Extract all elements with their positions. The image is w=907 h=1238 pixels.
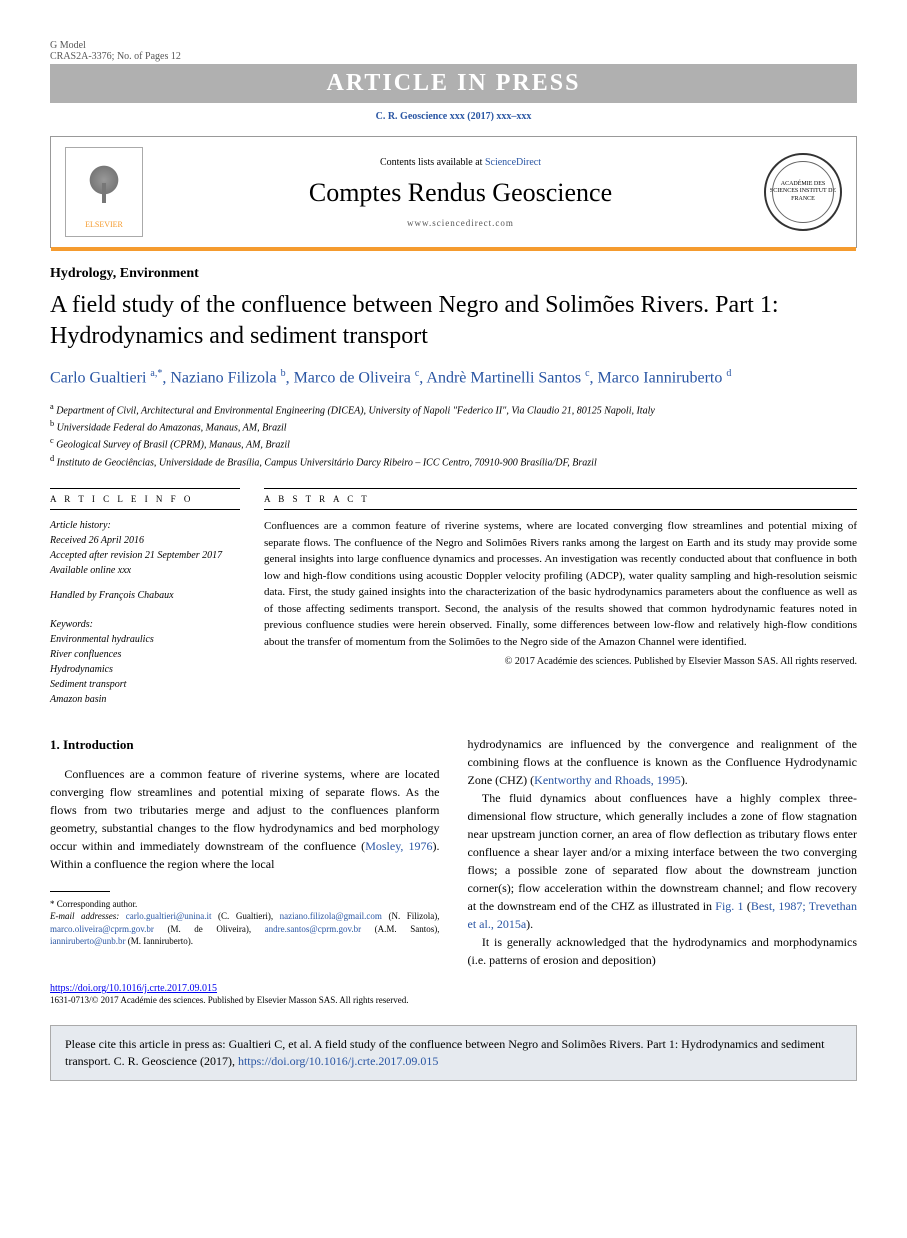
elsevier-tree-icon: [74, 156, 134, 216]
elsevier-label: ELSEVIER: [85, 220, 123, 229]
affiliation-d: Instituto de Geociências, Universidade d…: [57, 457, 597, 468]
journal-header-box: ELSEVIER Contents lists available at Sci…: [50, 136, 857, 248]
doi-line: https://doi.org/10.1016/j.crte.2017.09.0…: [50, 983, 857, 994]
abstract-header: A B S T R A C T: [264, 488, 857, 510]
column-right: hydrodynamics are influenced by the conv…: [468, 735, 858, 969]
fig-1-link[interactable]: Fig. 1: [715, 899, 743, 913]
keyword-item: River confluences: [50, 647, 240, 662]
affiliation-a: Department of Civil, Architectural and E…: [56, 405, 655, 416]
section-label: Hydrology, Environment: [50, 266, 857, 282]
online-date: Available online xxx: [50, 563, 240, 578]
abstract-copyright: © 2017 Académie des sciences. Published …: [264, 656, 857, 667]
model-label: G Model: [50, 40, 181, 51]
right-paragraph-1: hydrodynamics are influenced by the conv…: [468, 735, 858, 789]
ref-kentworthy-rhoads-1995[interactable]: Kentworthy and Rhoads, 1995: [534, 773, 681, 787]
intro-heading: 1. Introduction: [50, 735, 440, 755]
sciencedirect-link[interactable]: ScienceDirect: [485, 157, 541, 168]
elsevier-logo: ELSEVIER: [65, 147, 143, 237]
email-link[interactable]: ianniruberto@unb.br: [50, 936, 126, 946]
keyword-item: Environmental hydraulics: [50, 632, 240, 647]
academie-logo: ACADÉMIE DES SCIENCES INSTITUT DE FRANCE: [764, 153, 842, 231]
keyword-item: Hydrodynamics: [50, 662, 240, 677]
keyword-item: Sediment transport: [50, 677, 240, 692]
citation-top: C. R. Geoscience xxx (2017) xxx–xxx: [50, 111, 857, 122]
bottom-copyright: 1631-0713/© 2017 Académie des sciences. …: [50, 995, 857, 1005]
email-link[interactable]: marco.oliveira@cprm.gov.br: [50, 924, 154, 934]
contents-line: Contents lists available at ScienceDirec…: [157, 157, 764, 168]
article-info: A R T I C L E I N F O Article history: R…: [50, 488, 240, 707]
email-link[interactable]: naziano.filizola@gmail.com: [280, 911, 382, 921]
affiliations: a Department of Civil, Architectural and…: [50, 401, 857, 470]
keywords-label: Keywords:: [50, 617, 240, 632]
footnote-separator: [50, 891, 110, 892]
received-date: Received 26 April 2016: [50, 533, 240, 548]
academie-label: ACADÉMIE DES SCIENCES INSTITUT DE FRANCE: [766, 181, 840, 203]
email-label: E-mail addresses:: [50, 911, 119, 921]
right-paragraph-3: It is generally acknowledged that the hy…: [468, 933, 858, 969]
handled-by: Handled by François Chabaux: [50, 588, 240, 603]
article-info-header: A R T I C L E I N F O: [50, 488, 240, 510]
intro-paragraph-1: Confluences are a common feature of rive…: [50, 765, 440, 873]
journal-center: Contents lists available at ScienceDirec…: [157, 157, 764, 228]
email-addresses: E-mail addresses: carlo.gualtieri@unina.…: [50, 910, 440, 948]
cite-box-text: Please cite this article in press as: Gu…: [65, 1037, 824, 1068]
main-columns: 1. Introduction Confluences are a common…: [50, 735, 857, 969]
keyword-item: Amazon basin: [50, 692, 240, 707]
header-top: G Model CRAS2A-3376; No. of Pages 12: [50, 40, 857, 62]
article-title: A field study of the confluence between …: [50, 290, 857, 352]
journal-title: Comptes Rendus Geoscience: [157, 178, 764, 208]
cite-box-doi-link[interactable]: https://doi.org/10.1016/j.crte.2017.09.0…: [238, 1054, 438, 1068]
journal-url: www.sciencedirect.com: [157, 218, 764, 228]
abstract: A B S T R A C T Confluences are a common…: [264, 488, 857, 707]
abstract-body: Confluences are a common feature of rive…: [264, 518, 857, 650]
ref-mosley-1976[interactable]: Mosley, 1976: [365, 839, 432, 853]
info-abstract-row: A R T I C L E I N F O Article history: R…: [50, 488, 857, 707]
article-in-press-banner: ARTICLE IN PRESS: [50, 64, 857, 103]
footnotes: * Corresponding author. E-mail addresses…: [50, 898, 440, 948]
contents-prefix: Contents lists available at: [380, 157, 485, 168]
keywords-list: Environmental hydraulicsRiver confluence…: [50, 632, 240, 707]
affiliation-b: Universidade Federal do Amazonas, Manaus…: [57, 422, 287, 433]
model-id: CRAS2A-3376; No. of Pages 12: [50, 51, 181, 62]
accepted-date: Accepted after revision 21 September 201…: [50, 548, 240, 563]
right-paragraph-2: The fluid dynamics about confluences hav…: [468, 789, 858, 933]
history-label: Article history:: [50, 518, 240, 533]
column-left: 1. Introduction Confluences are a common…: [50, 735, 440, 969]
cite-box: Please cite this article in press as: Gu…: [50, 1025, 857, 1081]
email-link[interactable]: andre.santos@cprm.gov.br: [265, 924, 361, 934]
authors-line: Carlo Gualtieri a,*, Naziano Filizola b,…: [50, 366, 857, 390]
affiliation-c: Geological Survey of Brasil (CPRM), Mana…: [56, 440, 290, 451]
corresponding-author: * Corresponding author.: [50, 898, 440, 911]
email-link[interactable]: carlo.gualtieri@unina.it: [126, 911, 212, 921]
article-info-body: Article history: Received 26 April 2016 …: [50, 518, 240, 707]
doi-link[interactable]: https://doi.org/10.1016/j.crte.2017.09.0…: [50, 983, 217, 994]
